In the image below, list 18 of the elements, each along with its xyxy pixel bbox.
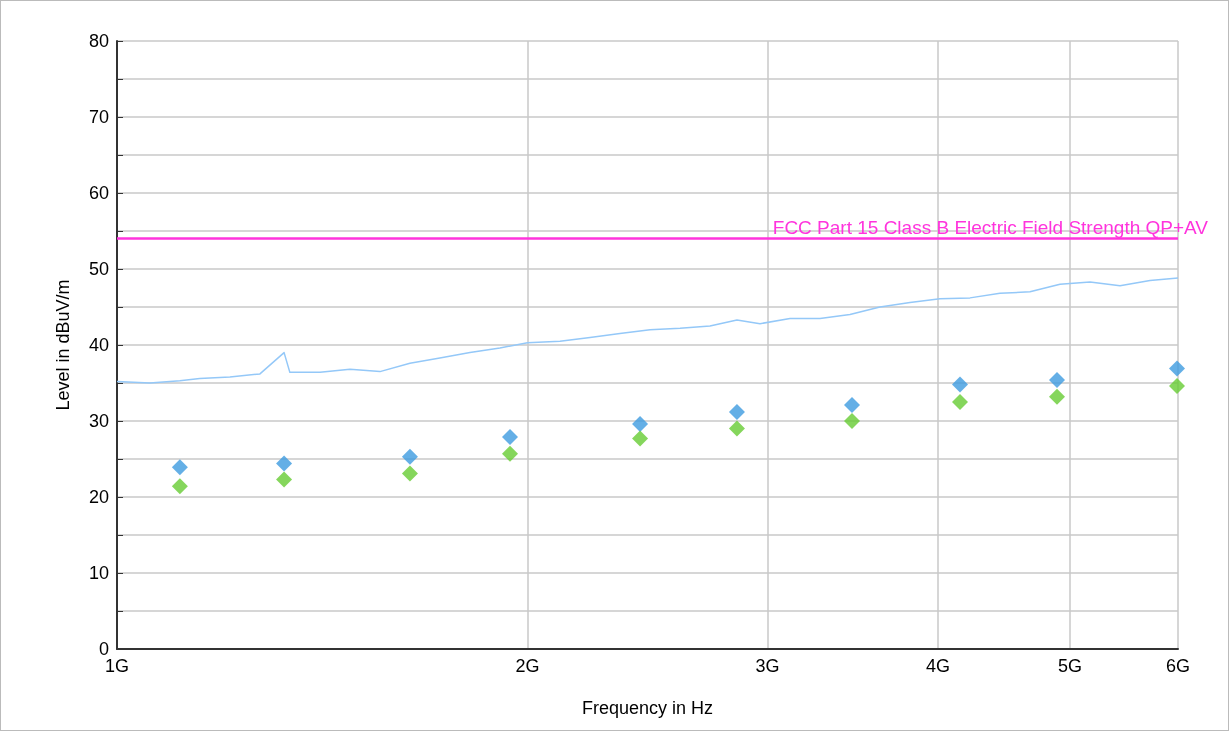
y-axis-title: Level in dBuV/m [53, 279, 73, 411]
ref-line-label: FCC Part 15 Class B Electric Field Strength QP+AV [772, 216, 1209, 238]
y-tick-label: 70 [88, 107, 109, 127]
x-tick-label: 5G [1058, 656, 1083, 676]
y-tick-label: 80 [88, 31, 109, 51]
y-tick-label: 40 [88, 335, 109, 355]
y-tick-label: 30 [88, 411, 109, 431]
x-tick-label: 4G [925, 656, 950, 676]
y-tick-label: 0 [98, 639, 109, 659]
y-tick-label: 10 [88, 563, 109, 583]
x-tick-label: 6G [1165, 656, 1191, 676]
x-tick-label: 1G [104, 656, 130, 676]
x-axis-title: Frequency in Hz [581, 698, 714, 718]
x-tick-label: 3G [755, 656, 780, 676]
y-tick-label: 50 [88, 259, 109, 279]
y-tick-label: 20 [88, 487, 109, 507]
x-tick-label: 2G [515, 656, 540, 676]
y-tick-label: 60 [88, 183, 109, 203]
